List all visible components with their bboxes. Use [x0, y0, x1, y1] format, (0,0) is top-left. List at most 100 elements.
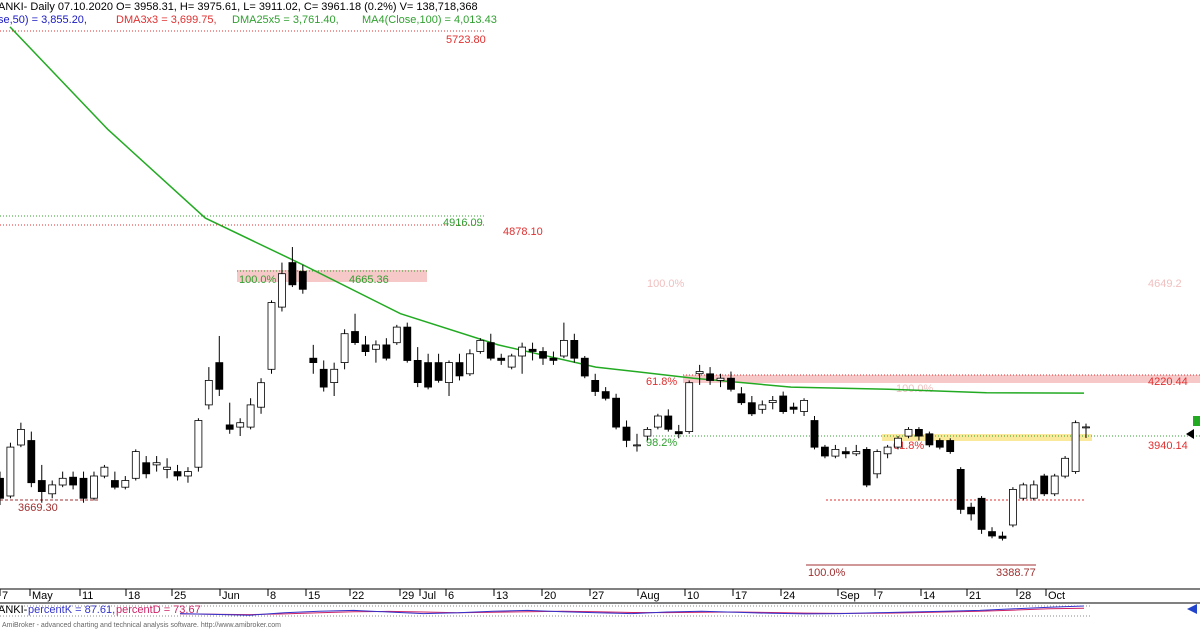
candle-body-up — [204, 379, 213, 406]
candle-body-down — [225, 424, 234, 430]
candle-body-down — [862, 448, 871, 486]
candle-body-up — [1061, 457, 1069, 477]
candle — [894, 436, 902, 450]
candle — [340, 329, 349, 370]
level-label-3940: 3940.14 — [1148, 440, 1188, 452]
fib-zone-october — [882, 434, 1092, 441]
candle-body-up — [852, 451, 861, 455]
candle-body-up — [465, 353, 474, 375]
candle-body-down — [779, 395, 788, 413]
fib-zone-august — [683, 375, 1200, 383]
candle-body-down — [570, 339, 579, 359]
candle — [988, 527, 996, 539]
candle-body-up — [246, 404, 255, 428]
candle-body-down — [215, 362, 224, 390]
candle-body-up — [1019, 484, 1028, 499]
candle — [1082, 423, 1090, 439]
candle — [518, 342, 526, 374]
candle — [1040, 473, 1049, 497]
candle — [79, 471, 88, 503]
x-tick-label: 22 — [352, 590, 364, 602]
candle — [58, 471, 67, 488]
candle — [90, 471, 98, 501]
x-tick-label: 17 — [735, 590, 747, 602]
candle — [6, 442, 15, 499]
x-tick-label: Jun — [222, 590, 240, 602]
candle — [131, 449, 140, 481]
candle-body-up — [392, 326, 401, 344]
level-label-4916: 4916.09 — [443, 217, 483, 229]
candle-body-up — [1029, 484, 1038, 499]
candle-body-up — [100, 466, 109, 477]
x-tick-label: 25 — [174, 590, 186, 602]
header-title: ANKI- Daily 07.10.2020 O= 3958.31, H= 39… — [0, 1, 478, 13]
indicator-k-label: percentK = 87.61, — [28, 604, 115, 616]
candle-body-up — [330, 368, 339, 383]
candle-body-up — [507, 355, 516, 368]
candle-body-down — [601, 391, 610, 399]
candle-body-down — [382, 344, 391, 359]
candle — [69, 471, 77, 490]
stoch-k-line — [179, 605, 1085, 616]
header-ma50-label: se,50) = 3,855.20, — [0, 14, 87, 26]
candle — [1009, 487, 1017, 528]
candle — [862, 447, 871, 488]
x-tick-label: Oct — [1048, 590, 1065, 602]
candle-body-down — [142, 462, 151, 475]
candle-body-down — [173, 471, 182, 477]
fib-label-faint-100: 100.0% — [647, 278, 685, 290]
candle-body-down — [821, 446, 829, 457]
candle-body-down — [956, 468, 965, 510]
candle-body-up — [643, 428, 652, 437]
candle-body-down — [841, 451, 850, 455]
candle — [476, 338, 485, 354]
x-tick-label: May — [32, 590, 53, 602]
candle — [654, 413, 662, 430]
candle — [800, 398, 808, 417]
candle-body-down — [424, 362, 433, 388]
candle-body-up — [800, 399, 808, 412]
level-label-3669: 3669.30 — [18, 502, 58, 514]
stochastic-group — [179, 605, 1085, 616]
candle — [486, 333, 495, 361]
candle-body-up — [716, 377, 725, 381]
candle — [528, 342, 537, 361]
candle — [330, 362, 339, 396]
candle — [935, 438, 944, 450]
candle-body-up — [758, 404, 767, 410]
candle-body-up — [873, 451, 882, 475]
candle — [507, 353, 516, 370]
x-tick-label: 21 — [969, 590, 981, 602]
candle — [215, 335, 224, 396]
candle — [1019, 482, 1028, 501]
candle — [1050, 473, 1059, 497]
candle-body-down — [915, 428, 923, 437]
candle — [810, 416, 819, 450]
candle-body-up — [6, 446, 15, 497]
candle-body-down — [1040, 475, 1049, 495]
candle-body-down — [79, 477, 88, 499]
candle-body-up — [121, 480, 130, 488]
candle — [967, 502, 975, 521]
header-dma25-label: DMA25x5 = 3,761.40, — [232, 14, 339, 26]
candles-group — [0, 247, 1090, 541]
x-tick-label: 20 — [544, 590, 556, 602]
candle — [434, 353, 443, 383]
candle-body-down — [69, 476, 77, 486]
candle-body-down — [747, 402, 756, 415]
candle — [194, 418, 203, 472]
candle — [998, 531, 1007, 541]
candle — [549, 351, 558, 365]
candle-body-up — [633, 444, 641, 447]
level-label-4220: 4220.44 — [1148, 376, 1188, 388]
level-label-5723: 5723.80 — [446, 34, 486, 46]
candle — [841, 447, 850, 459]
candle-body-down — [727, 377, 735, 390]
candle — [831, 444, 840, 459]
header-ma100-label: MA4(Close,100) = 4,013.43 — [362, 14, 497, 26]
x-tick-label: 7 — [877, 590, 883, 602]
candle — [288, 247, 297, 288]
candle-body-down — [351, 331, 359, 344]
x-tick-label: 11 — [82, 590, 93, 602]
